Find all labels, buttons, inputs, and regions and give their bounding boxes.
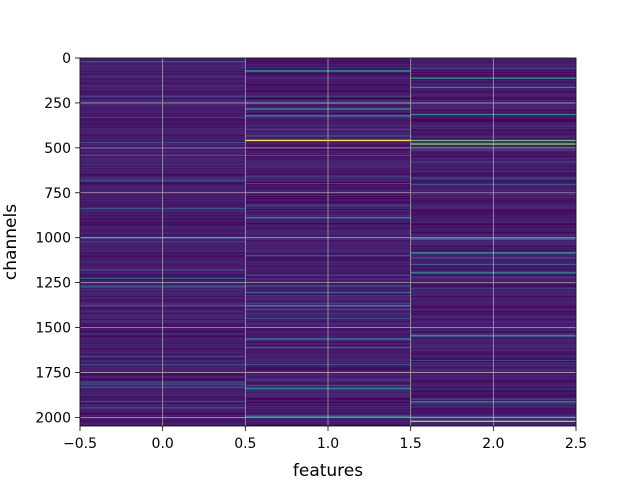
x-tick-label: 2.0 [482, 436, 504, 452]
y-tick-label: 1250 [35, 276, 71, 292]
y-axis-label: channels [1, 204, 21, 280]
x-axis-label: features [293, 461, 363, 480]
y-tick-label: 0 [62, 51, 71, 67]
x-tick-label: −0.5 [63, 436, 97, 452]
x-tick-label: 1.0 [317, 436, 339, 452]
y-tick-label: 1500 [35, 321, 71, 337]
x-tick-label: 2.5 [565, 436, 587, 452]
y-tick-label: 250 [44, 96, 71, 112]
x-tick-label: 0.0 [152, 436, 174, 452]
x-axis: −0.5 0.0 0.5 1.0 1.5 2.0 2.5 [63, 426, 587, 452]
y-tick-label: 1750 [35, 365, 71, 381]
y-tick-label: 750 [44, 186, 71, 202]
x-tick-label: 1.5 [400, 436, 422, 452]
x-tick-label: 0.5 [234, 436, 256, 452]
y-tick-label: 1000 [35, 231, 71, 247]
y-axis: 0 250 500 750 1000 1250 1500 1750 2000 [35, 51, 80, 426]
y-tick-label: 2000 [35, 410, 71, 426]
y-tick-label: 500 [44, 141, 71, 157]
